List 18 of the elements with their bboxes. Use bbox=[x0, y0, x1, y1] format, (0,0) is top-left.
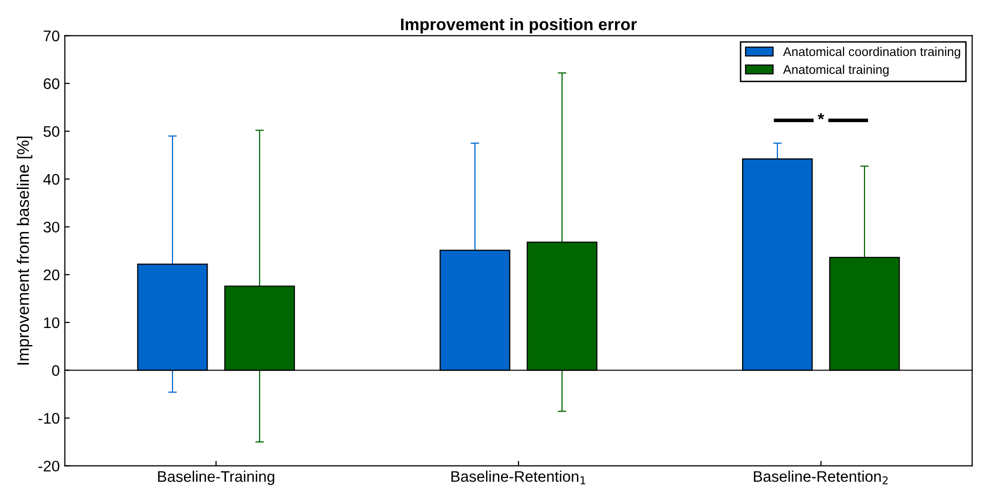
legend-label: Anatomical coordination training bbox=[783, 46, 960, 59]
x-tick-label: Baseline-Training bbox=[158, 470, 274, 485]
y-tick-label: -20 bbox=[38, 460, 60, 472]
y-axis-title: Improvement from baseline [%] bbox=[16, 136, 32, 365]
x-tick-label: Baseline-Retention$_{2}$ bbox=[754, 470, 888, 484]
y-tick-label: -10 bbox=[38, 412, 60, 424]
y-tick-label: 10 bbox=[44, 317, 60, 328]
y-tick-label: 30 bbox=[44, 222, 60, 233]
y-tick-label: 60 bbox=[44, 78, 60, 90]
annotation: * bbox=[818, 113, 824, 120]
y-tick-label: 0 bbox=[52, 365, 60, 376]
chart-title: Improvement in position error bbox=[401, 18, 637, 34]
y-tick-label: 70 bbox=[44, 30, 60, 42]
y-tick-label: 40 bbox=[43, 174, 60, 185]
x-tick-label: Baseline-Retention$_{1}$ bbox=[451, 470, 586, 484]
legend-label: Anatomical training bbox=[783, 64, 889, 76]
y-tick-label: 20 bbox=[44, 270, 60, 280]
y-tick-label: 50 bbox=[44, 126, 60, 137]
